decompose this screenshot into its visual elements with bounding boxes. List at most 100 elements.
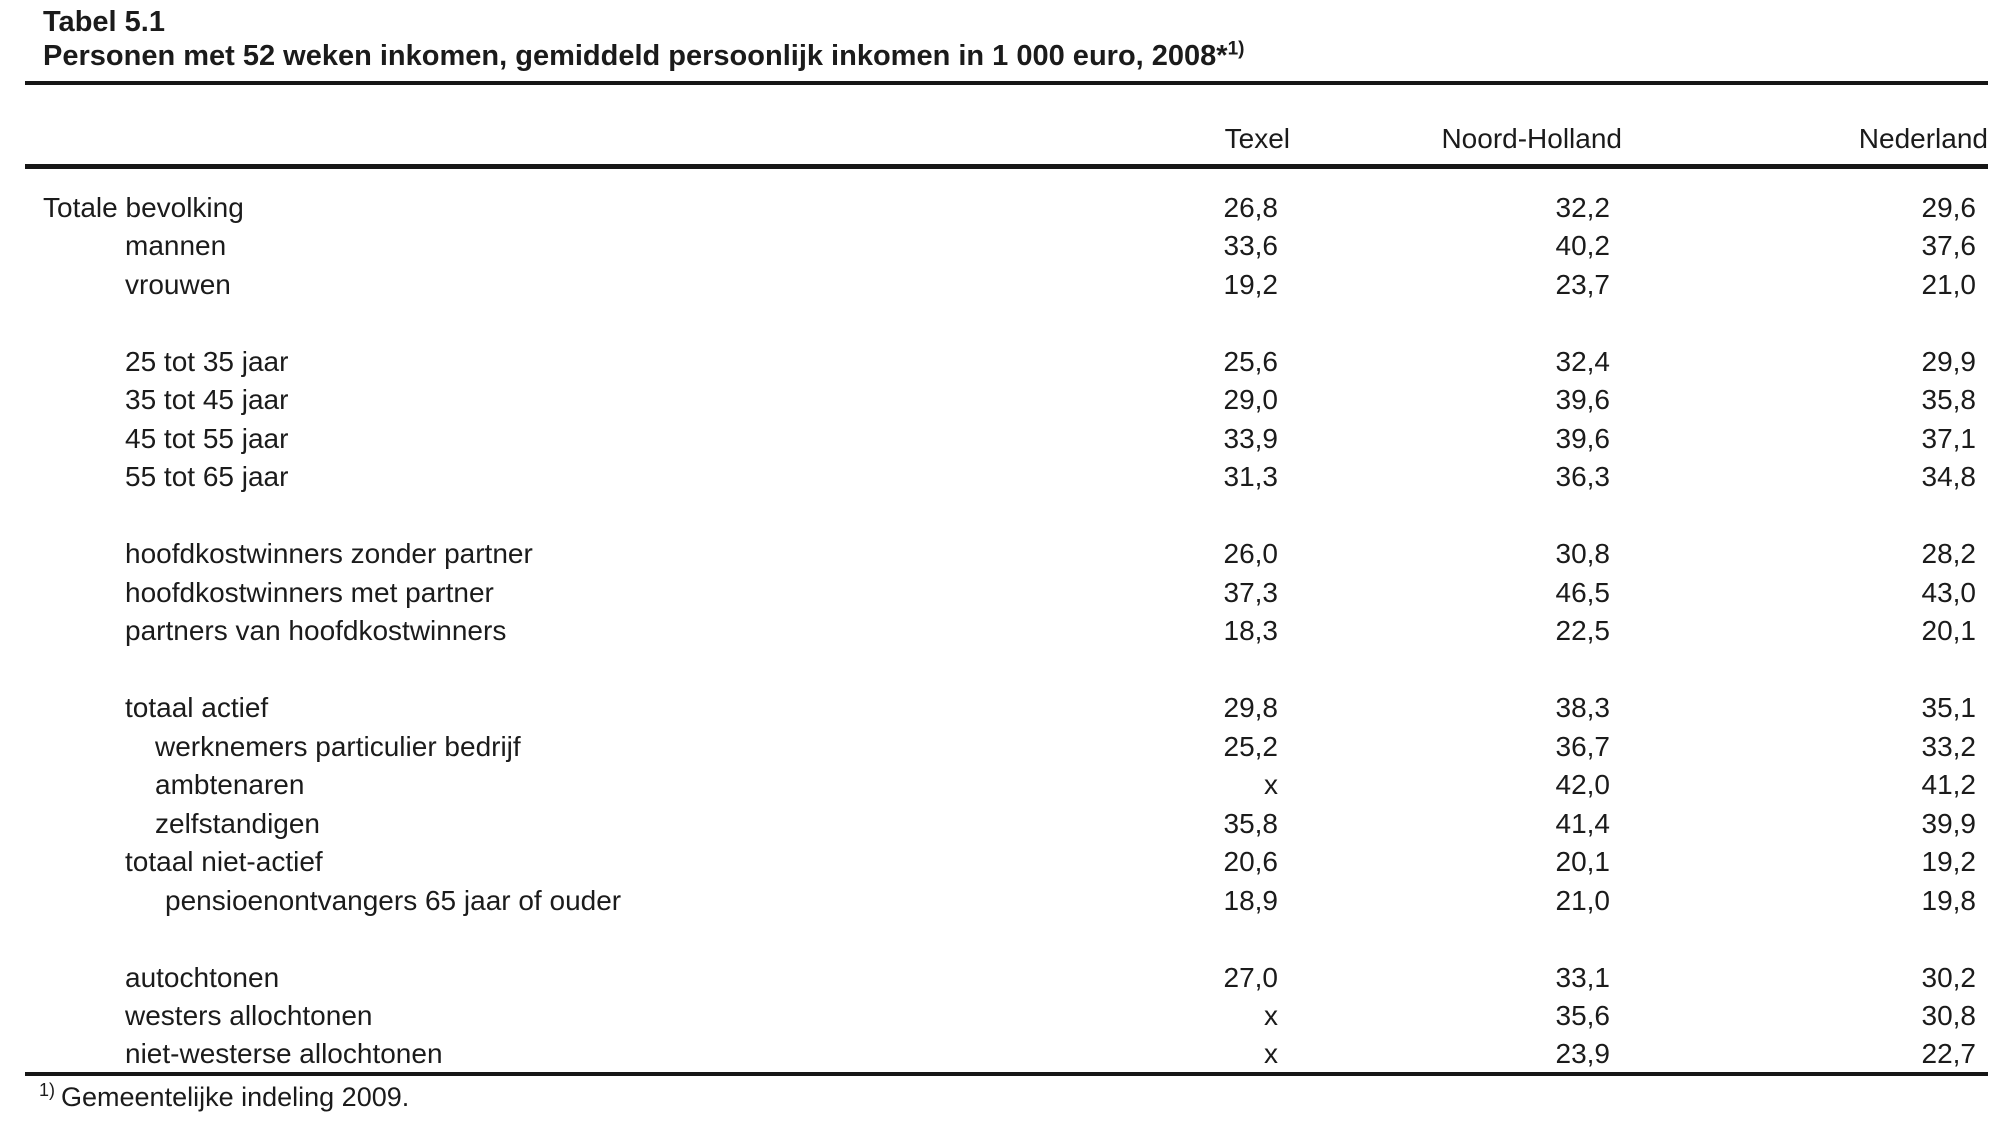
table-row: 45 tot 55 jaar 33,9 39,6 37,1 — [25, 420, 1988, 459]
value-cell: 32,4 — [1555, 345, 1611, 377]
value-cell: 22,7 — [1921, 1037, 1977, 1069]
value-cell: 34,8 — [1921, 461, 1977, 493]
table-head: Texel Noord-Holland Nederland — [25, 85, 1988, 167]
table-row: 55 tot 65 jaar 31,3 36,3 34,8 — [25, 458, 1988, 497]
value-cell: 36,7 — [1555, 730, 1611, 762]
value-cell: 23,9 — [1555, 1037, 1611, 1069]
value-cell: 26,8 — [1223, 191, 1279, 223]
value-cell: 20,1 — [1555, 846, 1611, 878]
value-cell: x — [1264, 1000, 1278, 1032]
income-table: Texel Noord-Holland Nederland Totale bev… — [25, 85, 1988, 1076]
row-label: ambtenaren — [155, 769, 305, 801]
table-row: pensioenontvangers 65 jaar of ouder 18,9 2… — [25, 882, 1988, 921]
row-label: 55 tot 65 jaar — [125, 461, 289, 493]
row-label: westers allochtonen — [125, 1000, 373, 1032]
value-cell: 35,8 — [1223, 807, 1279, 839]
table-row: hoofdkostwinners met partner 37,3 46,5 43,0 — [25, 574, 1988, 613]
value-cell: 35,6 — [1555, 1000, 1611, 1032]
value-cell: 26,0 — [1223, 538, 1279, 570]
value-cell: 39,6 — [1555, 422, 1611, 454]
value-cell: 20,1 — [1921, 615, 1977, 647]
row-label: hoofdkostwinners met partner — [125, 576, 494, 608]
spacer-row — [25, 304, 1988, 343]
spacer-row — [25, 167, 1988, 189]
value-cell: 36,3 — [1555, 461, 1611, 493]
value-cell: 21,0 — [1921, 268, 1977, 300]
value-cell: 30,8 — [1555, 538, 1611, 570]
value-cell: 31,3 — [1223, 461, 1279, 493]
row-label: mannen — [125, 230, 227, 262]
row-label: pensioenontvangers 65 jaar of ouder — [165, 884, 622, 916]
value-cell: 37,6 — [1921, 230, 1977, 262]
column-header-texel: Texel — [1224, 123, 1290, 154]
row-label: werknemers particulier bedrijf — [155, 730, 521, 762]
row-label: 25 tot 35 jaar — [125, 345, 289, 377]
value-cell: 40,2 — [1555, 230, 1611, 262]
table-row: mannen 33,6 40,2 37,6 — [25, 227, 1988, 266]
column-header-nederland: Nederland — [1858, 123, 1988, 154]
value-cell: 29,6 — [1921, 191, 1977, 223]
footnote-marker: 1) — [39, 1080, 56, 1100]
value-cell: x — [1264, 1037, 1278, 1069]
value-cell: 33,1 — [1555, 961, 1611, 993]
row-label: vrouwen — [125, 268, 231, 300]
value-cell: 41,4 — [1555, 807, 1611, 839]
table-row: werknemers particulier bedrijf 25,2 36,7 33… — [25, 728, 1988, 767]
row-label: autochtonen — [125, 961, 280, 993]
title-footnote-marker: 1) — [1227, 38, 1245, 60]
value-cell: 19,2 — [1921, 846, 1977, 878]
footnote-text: Gemeentelijke indeling 2009. — [61, 1082, 410, 1112]
footnote: 1) Gemeentelijke indeling 2009. — [25, 1080, 1988, 1114]
table-row: Totale bevolking 26,8 32,2 29,6 — [25, 189, 1988, 228]
table-row: zelfstandigen 35,8 41,4 39,9 — [25, 805, 1988, 844]
row-label: 45 tot 55 jaar — [125, 422, 289, 454]
value-cell: 41,2 — [1921, 769, 1977, 801]
table-row: totaal niet-actief 20,6 20,1 19,2 — [25, 843, 1988, 882]
spacer-row — [25, 651, 1988, 690]
table-title-text: Personen met 52 weken inkomen, gemiddeld… — [43, 40, 1228, 72]
value-cell: 38,3 — [1555, 692, 1611, 724]
column-header-noord-holland: Noord-Holland — [1441, 123, 1622, 154]
row-label: niet-westerse allochtonen — [125, 1037, 443, 1069]
value-cell: 23,7 — [1555, 268, 1611, 300]
value-cell: 19,2 — [1223, 268, 1279, 300]
row-label: partners van hoofdkostwinners — [125, 615, 507, 647]
value-cell: 27,0 — [1223, 961, 1279, 993]
row-label: Totale bevolking — [43, 191, 244, 223]
value-cell: 46,5 — [1555, 576, 1611, 608]
value-cell: 37,1 — [1921, 422, 1977, 454]
value-cell: 33,6 — [1223, 230, 1279, 262]
table-row: hoofdkostwinners zonder partner 26,0 30,8 2… — [25, 535, 1988, 574]
value-cell: x — [1264, 769, 1278, 801]
spacer-row — [25, 497, 1988, 536]
table-row: 25 tot 35 jaar 25,6 32,4 29,9 — [25, 343, 1988, 382]
stub-header — [25, 85, 990, 167]
value-cell: 33,9 — [1223, 422, 1279, 454]
value-cell: 18,9 — [1223, 884, 1279, 916]
value-cell: 39,9 — [1921, 807, 1977, 839]
spacer-row — [25, 920, 1988, 959]
value-cell: 21,0 — [1555, 884, 1611, 916]
value-cell: 43,0 — [1921, 576, 1977, 608]
table-title: Personen met 52 weken inkomen, gemiddeld… — [25, 38, 1988, 74]
table-label: Tabel 5.1 — [43, 6, 165, 38]
table-row: totaal actief 29,8 38,3 35,1 — [25, 689, 1988, 728]
row-label: hoofdkostwinners zonder partner — [125, 538, 533, 570]
value-cell: 18,3 — [1223, 615, 1279, 647]
value-cell: 29,9 — [1921, 345, 1977, 377]
row-label: totaal niet-actief — [125, 846, 323, 878]
value-cell: 22,5 — [1555, 615, 1611, 647]
table-row: 35 tot 45 jaar 29,0 39,6 35,8 — [25, 381, 1988, 420]
value-cell: 29,8 — [1223, 692, 1279, 724]
value-cell: 30,8 — [1921, 1000, 1977, 1032]
table-row: vrouwen 19,2 23,7 21,0 — [25, 266, 1988, 305]
value-cell: 29,0 — [1223, 384, 1279, 416]
value-cell: 25,6 — [1223, 345, 1279, 377]
value-cell: 42,0 — [1555, 769, 1611, 801]
table-row: westers allochtonen x 35,6 30,8 — [25, 997, 1988, 1036]
value-cell: 35,1 — [1921, 692, 1977, 724]
table-row: partners van hoofdkostwinners 18,3 22,5 20,… — [25, 612, 1988, 651]
column-header-row: Texel Noord-Holland Nederland — [25, 85, 1988, 167]
value-cell: 20,6 — [1223, 846, 1279, 878]
